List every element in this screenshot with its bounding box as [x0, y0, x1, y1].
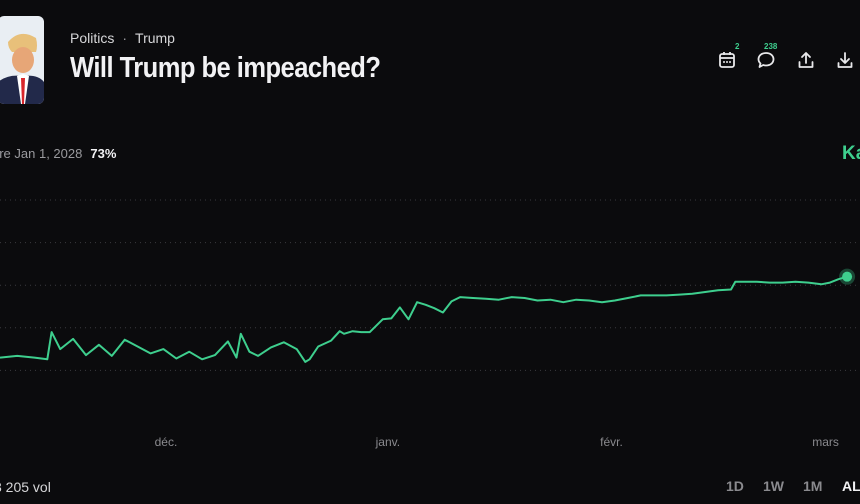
- calendar-button[interactable]: 2: [714, 42, 740, 74]
- series-line: [0, 275, 848, 363]
- range-1m-button[interactable]: 1M: [803, 478, 823, 494]
- avatar: [0, 16, 44, 104]
- share-button[interactable]: [793, 46, 819, 74]
- comments-button[interactable]: 238: [753, 42, 779, 74]
- volume-label: 3 205 vol: [0, 479, 51, 495]
- brand-logo: Ka: [842, 143, 860, 164]
- outcome-probability: ore Jan 1, 2028 73%: [0, 146, 116, 161]
- outcome-label: ore Jan 1, 2028: [0, 146, 83, 161]
- breadcrumb-separator: ·: [122, 30, 128, 46]
- comment-icon: [757, 52, 775, 68]
- breadcrumb-politics[interactable]: Politics: [70, 30, 115, 46]
- range-1w-button[interactable]: 1W: [763, 478, 784, 494]
- download-icon: [837, 52, 853, 68]
- page-title: Will Trump be impeached?: [70, 52, 381, 84]
- x-tick-label: mars: [812, 435, 839, 449]
- x-tick-label: janv.: [375, 435, 400, 449]
- trump-portrait-image: [0, 16, 44, 104]
- probability-value: 73%: [90, 146, 117, 161]
- x-tick-label: févr.: [600, 435, 623, 449]
- current-point: [842, 271, 853, 282]
- range-1d-button[interactable]: 1D: [726, 478, 744, 494]
- download-button[interactable]: [832, 46, 858, 74]
- range-all-button[interactable]: AL: [842, 478, 860, 494]
- x-tick-label: déc.: [155, 435, 178, 449]
- calendar-icon: [719, 52, 735, 68]
- breadcrumb: Politics · Trump: [70, 30, 175, 46]
- share-icon: [798, 52, 814, 68]
- price-chart: déc. janv. févr. mars: [0, 199, 860, 449]
- breadcrumb-trump[interactable]: Trump: [135, 30, 175, 46]
- calendar-badge: 2: [735, 42, 740, 51]
- comments-badge: 238: [764, 42, 778, 51]
- time-range-selector: 1D 1W 1M AL: [0, 478, 860, 498]
